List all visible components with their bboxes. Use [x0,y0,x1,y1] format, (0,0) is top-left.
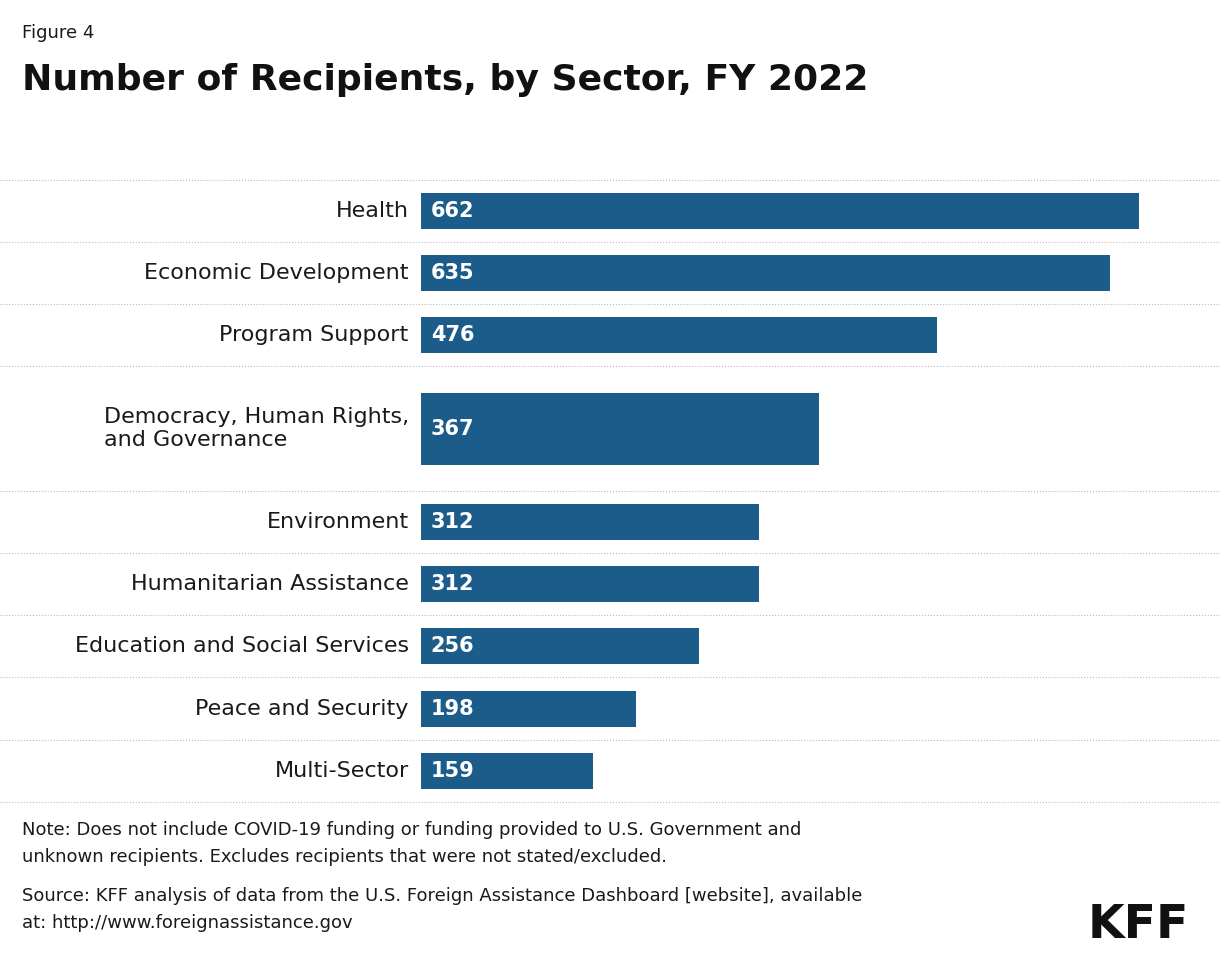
Text: 635: 635 [431,263,475,283]
FancyBboxPatch shape [421,752,593,789]
FancyBboxPatch shape [421,393,819,465]
Text: Environment: Environment [267,512,409,532]
Text: Note: Does not include COVID-19 funding or funding provided to U.S. Government a: Note: Does not include COVID-19 funding … [22,821,802,866]
Text: Number of Recipients, by Sector, FY 2022: Number of Recipients, by Sector, FY 2022 [22,63,869,97]
Text: 312: 312 [431,512,475,532]
Text: 159: 159 [431,761,475,781]
FancyBboxPatch shape [421,690,636,727]
Text: Humanitarian Assistance: Humanitarian Assistance [131,574,409,594]
FancyBboxPatch shape [421,192,1138,229]
Text: Education and Social Services: Education and Social Services [74,637,409,656]
Text: Health: Health [336,201,409,221]
Text: Democracy, Human Rights,
and Governance: Democracy, Human Rights, and Governance [104,407,409,450]
Text: 312: 312 [431,574,475,594]
Text: Economic Development: Economic Development [144,263,409,283]
FancyBboxPatch shape [421,255,1109,292]
FancyBboxPatch shape [421,317,937,354]
Text: 662: 662 [431,201,475,221]
Text: 476: 476 [431,326,475,345]
FancyBboxPatch shape [421,503,759,540]
Text: KFF: KFF [1088,903,1190,948]
FancyBboxPatch shape [421,566,759,603]
Text: Source: KFF analysis of data from the U.S. Foreign Assistance Dashboard [website: Source: KFF analysis of data from the U.… [22,887,863,932]
Text: 367: 367 [431,419,475,438]
Text: Program Support: Program Support [220,326,409,345]
Text: Figure 4: Figure 4 [22,24,94,43]
Text: 256: 256 [431,637,475,656]
Text: Peace and Security: Peace and Security [195,699,409,718]
FancyBboxPatch shape [421,628,699,665]
Text: Multi-Sector: Multi-Sector [274,761,409,781]
Text: 198: 198 [431,699,475,718]
